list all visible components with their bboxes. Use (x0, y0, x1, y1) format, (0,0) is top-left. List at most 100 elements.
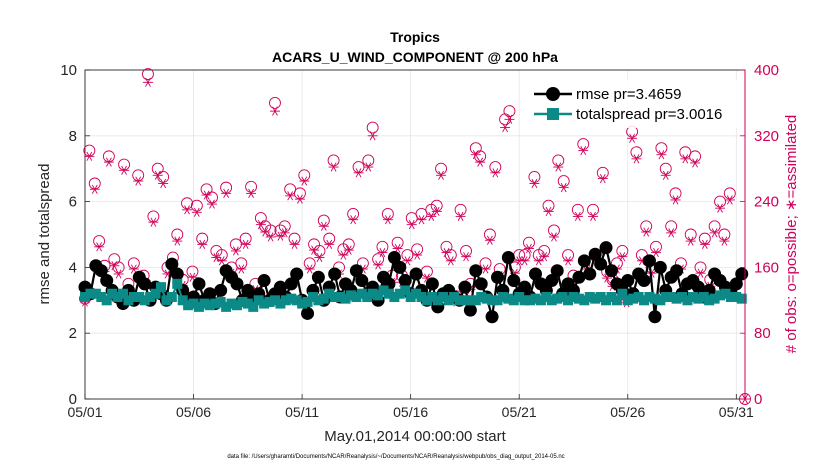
x-tick-label: 05/11 (285, 404, 319, 420)
asterisk-stroke (150, 217, 157, 227)
totalspread-point (459, 295, 470, 306)
asterisk-stroke (369, 131, 376, 141)
obs-assimilated-marker (133, 176, 144, 186)
asterisk-stroke (218, 256, 225, 266)
rmse-point (138, 277, 152, 291)
asterisk-stroke (365, 162, 372, 172)
rmse-point (518, 280, 532, 294)
obs-assimilated-marker (216, 256, 227, 266)
obs-possible-marker (157, 170, 170, 183)
obs-assimilated-marker (660, 170, 671, 180)
obs-assimilated-marker (719, 236, 730, 246)
obs-assimilated-marker (529, 178, 540, 189)
totalspread-point (525, 295, 536, 306)
legend-totalspread-marker (547, 108, 559, 120)
obs-possible-marker (630, 146, 643, 159)
totalspread-point (394, 288, 405, 299)
totalspread-point (188, 298, 199, 309)
asterisk-stroke (521, 256, 528, 266)
asterisk-stroke (565, 256, 571, 266)
totalspread-point (443, 295, 454, 306)
totalspread-point (514, 292, 525, 303)
rmse-point (393, 260, 407, 274)
obs-possible-marker (655, 142, 668, 155)
asterisk-stroke (424, 273, 430, 283)
obs-assimilated-marker (343, 245, 354, 255)
obs-possible-marker (557, 175, 570, 187)
asterisk-stroke (111, 261, 118, 271)
asterisk-stroke (145, 77, 151, 87)
rmse-point (528, 267, 542, 281)
totalspread-point (573, 293, 584, 304)
obs-assimilated-marker (103, 157, 114, 167)
totalspread-point (405, 292, 416, 303)
asterisk-stroke (209, 199, 215, 209)
obs-assimilated-marker (353, 168, 364, 178)
totalspread-point (487, 295, 498, 306)
rmse-point (604, 264, 618, 278)
asterisk-stroke (340, 250, 347, 260)
asterisk-stroke (408, 220, 415, 230)
totalspread-point (411, 288, 422, 299)
asterisk-stroke (330, 162, 337, 172)
asterisk-stroke (447, 256, 454, 266)
rmse-point (94, 264, 108, 278)
obs-assimilated-marker (269, 106, 280, 116)
rmse-point (572, 270, 586, 284)
asterisk-stroke (653, 248, 659, 258)
totalspread-point (221, 301, 232, 312)
asterisk-stroke (375, 260, 381, 270)
obs-possible-marker (718, 228, 731, 241)
obs-assimilated-marker (523, 243, 534, 254)
totalspread-point (259, 298, 270, 309)
rmse-point (583, 267, 597, 281)
asterisk-stroke (96, 242, 103, 252)
totalspread-point (80, 292, 90, 303)
obs-assimilated-marker (363, 162, 374, 172)
totalspread-point (617, 288, 628, 299)
totalspread-point (622, 295, 633, 306)
obs-assimilated-marker (382, 215, 393, 225)
totalspread-point (655, 295, 666, 306)
axis-ticks: 05/01 05/06 05/11 05/16 05/21 05/26 05/3102468… (60, 62, 779, 420)
asterisk-stroke (531, 178, 538, 189)
totalspread-point (400, 285, 411, 296)
totalspread-point (421, 295, 432, 306)
asterisk-stroke (130, 264, 137, 274)
legend: rmse pr=3.4659 totalspread pr=3.0016 (527, 80, 739, 128)
asterisk-stroke (379, 248, 386, 258)
obs-assimilated-marker (670, 195, 681, 205)
y-axis-label-right: # of obs: o=possible; ∗=assimilated (783, 115, 800, 354)
y-tick-label-right: 400 (754, 62, 779, 79)
obs-assimilated-marker (279, 228, 290, 238)
asterisk-stroke (232, 246, 239, 256)
obs-assimilated-marker (441, 248, 452, 258)
totalspread-point (166, 292, 177, 303)
totalspread-point (563, 295, 574, 306)
totalspread-point (628, 293, 639, 304)
asterisk-stroke (384, 215, 391, 225)
totalspread-point (666, 292, 677, 303)
totalspread-point (373, 290, 384, 301)
asterisk-stroke (443, 248, 450, 258)
totalspread-point (362, 292, 373, 303)
asterisk-stroke (687, 236, 694, 246)
asterisk-stroke (672, 195, 679, 205)
y-tick-label-left: 6 (69, 194, 77, 211)
totalspread-point (264, 296, 275, 307)
totalspread-point (497, 292, 508, 303)
asterisk-stroke (287, 191, 294, 201)
totalspread-point (177, 295, 188, 306)
totalspread-point (280, 295, 291, 306)
totalspread-point (633, 292, 644, 303)
obs-assimilated-marker (348, 215, 359, 225)
obs-assimilated-marker (324, 239, 335, 249)
totalspread-point (519, 295, 530, 306)
totalspread-point (601, 295, 612, 306)
asterisk-stroke (492, 168, 499, 178)
rmse-point (100, 274, 114, 288)
totalspread-point (715, 290, 726, 301)
totalspread-point (150, 288, 161, 299)
obs-possible-marker (327, 154, 340, 167)
